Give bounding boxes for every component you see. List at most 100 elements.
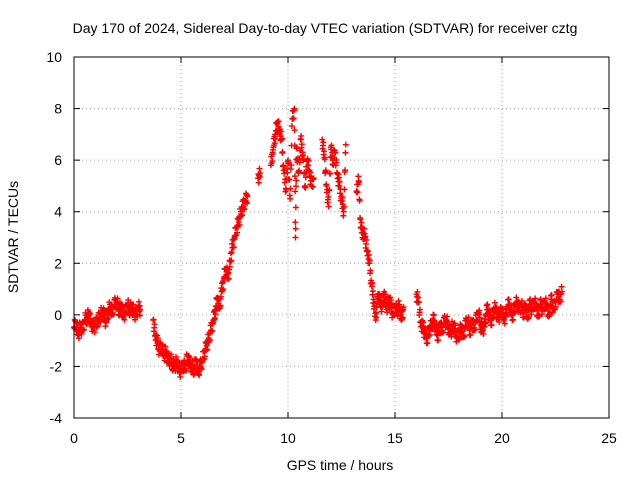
- data-point: [182, 367, 189, 374]
- data-point: [154, 335, 161, 342]
- data-point: [228, 257, 235, 264]
- data-point: [292, 188, 299, 195]
- data-point: [384, 309, 391, 316]
- data-point: [244, 193, 251, 200]
- data-point: [491, 299, 498, 306]
- data-point: [217, 293, 224, 300]
- data-point: [558, 288, 565, 295]
- data-point: [137, 306, 144, 313]
- data-point: [292, 225, 299, 232]
- data-points: [71, 105, 565, 380]
- data-point: [326, 186, 333, 193]
- data-point: [357, 216, 364, 223]
- data-point: [162, 343, 169, 350]
- data-point: [327, 170, 334, 177]
- data-point: [548, 291, 555, 298]
- data-point: [525, 314, 532, 321]
- data-point: [370, 296, 377, 303]
- data-point: [296, 159, 303, 166]
- data-point: [287, 185, 294, 192]
- data-point: [271, 140, 278, 147]
- data-point: [168, 351, 175, 358]
- data-point: [287, 195, 294, 202]
- x-tick-label: 0: [70, 430, 78, 446]
- data-point: [269, 158, 276, 165]
- data-point: [364, 247, 371, 254]
- data-point: [321, 148, 328, 155]
- data-point: [131, 316, 138, 323]
- axis-ticks: [73, 56, 610, 419]
- data-point: [472, 327, 479, 334]
- data-point: [238, 212, 245, 219]
- data-point: [173, 353, 180, 360]
- x-tick-label: 5: [177, 430, 185, 446]
- data-point: [381, 288, 388, 295]
- data-point: [177, 373, 184, 380]
- data-point: [336, 178, 343, 185]
- data-point: [288, 162, 295, 169]
- y-tick-label: -2: [50, 358, 63, 374]
- data-point: [94, 324, 101, 331]
- y-tick-label: 0: [54, 307, 62, 323]
- data-point: [226, 263, 233, 270]
- data-point: [467, 332, 474, 339]
- plot-frame: [73, 56, 610, 419]
- data-point: [94, 322, 101, 329]
- data-point: [230, 244, 237, 251]
- data-point: [452, 322, 459, 329]
- data-point: [340, 203, 347, 210]
- data-point: [87, 310, 94, 317]
- data-point: [320, 139, 327, 146]
- data-point: [354, 189, 361, 196]
- y-tick-label: 8: [54, 101, 62, 117]
- data-point: [201, 353, 208, 360]
- data-point: [209, 328, 216, 335]
- data-point: [496, 318, 503, 325]
- data-point: [153, 331, 160, 338]
- data-point: [378, 308, 385, 315]
- data-point: [283, 186, 290, 193]
- data-point: [476, 307, 483, 314]
- data-point: [369, 288, 376, 295]
- data-point: [236, 221, 243, 228]
- data-point: [278, 135, 285, 142]
- data-point: [499, 306, 505, 313]
- data-point: [505, 296, 512, 303]
- data-point: [488, 321, 495, 328]
- data-point: [465, 314, 472, 321]
- data-point: [322, 167, 329, 174]
- data-point: [296, 167, 303, 174]
- data-point: [293, 183, 300, 190]
- data-point: [225, 269, 232, 276]
- data-point: [336, 174, 343, 181]
- data-point: [292, 204, 299, 211]
- data-point: [420, 319, 427, 326]
- data-point: [334, 170, 341, 177]
- data-point: [476, 314, 483, 321]
- data-point: [552, 303, 559, 310]
- data-point: [319, 136, 326, 143]
- data-point: [321, 156, 328, 163]
- data-point: [256, 165, 263, 172]
- data-point: [339, 193, 346, 200]
- data-point: [542, 295, 549, 302]
- data-point: [292, 219, 299, 226]
- data-point: [482, 319, 489, 326]
- data-point: [291, 173, 298, 180]
- data-point: [416, 306, 423, 313]
- data-point: [225, 275, 232, 282]
- data-point: [513, 294, 520, 301]
- x-axis-title: GPS time / hours: [287, 457, 394, 473]
- data-point: [114, 295, 121, 302]
- data-point: [104, 316, 111, 323]
- data-point: [292, 234, 299, 241]
- data-point: [424, 339, 431, 346]
- data-point: [121, 316, 128, 323]
- data-point: [78, 330, 85, 337]
- data-point: [395, 297, 402, 304]
- data-point: [444, 313, 451, 320]
- data-point: [525, 315, 532, 322]
- data-point: [206, 337, 213, 344]
- data-point: [365, 251, 372, 258]
